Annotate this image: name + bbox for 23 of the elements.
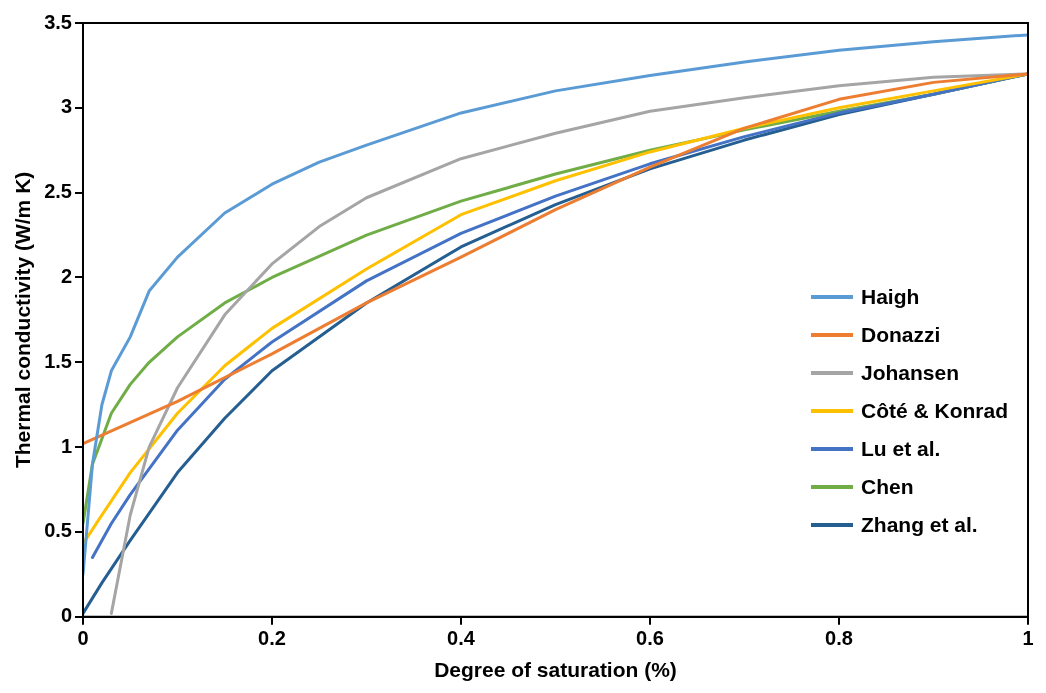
x-tick-label: 0.4 bbox=[447, 627, 476, 650]
y-tick-label: 1 bbox=[60, 434, 72, 457]
y-tick-label: 1.5 bbox=[44, 349, 72, 372]
x-axis-title: Degree of saturation (%) bbox=[434, 658, 677, 682]
x-tick-label: 0.6 bbox=[636, 627, 664, 650]
legend-label: Lu et al. bbox=[861, 437, 941, 461]
y-axis-title: Thermal conductivity (W/m K) bbox=[11, 171, 35, 469]
y-tick-label: 2.5 bbox=[44, 180, 72, 203]
y-tick-label: 2 bbox=[60, 265, 72, 287]
legend-label: Côté & Konrad bbox=[861, 399, 1008, 423]
legend-label: Haigh bbox=[861, 285, 920, 309]
y-tick-label: 0 bbox=[60, 604, 72, 627]
y-tick-label: 0.5 bbox=[44, 519, 72, 542]
x-tick-label: 0 bbox=[77, 627, 89, 650]
x-tick-label: 0.2 bbox=[258, 627, 286, 650]
legend-label: Donazzi bbox=[861, 323, 941, 347]
legend-label: Zhang et al. bbox=[861, 513, 978, 537]
legend-label: Chen bbox=[861, 475, 914, 499]
legend-label: Johansen bbox=[861, 361, 960, 385]
x-tick-label: 1 bbox=[1022, 627, 1034, 650]
x-tick-label: 0.8 bbox=[825, 627, 853, 650]
y-tick-label: 3.5 bbox=[44, 10, 72, 33]
y-tick-label: 3 bbox=[60, 95, 72, 118]
